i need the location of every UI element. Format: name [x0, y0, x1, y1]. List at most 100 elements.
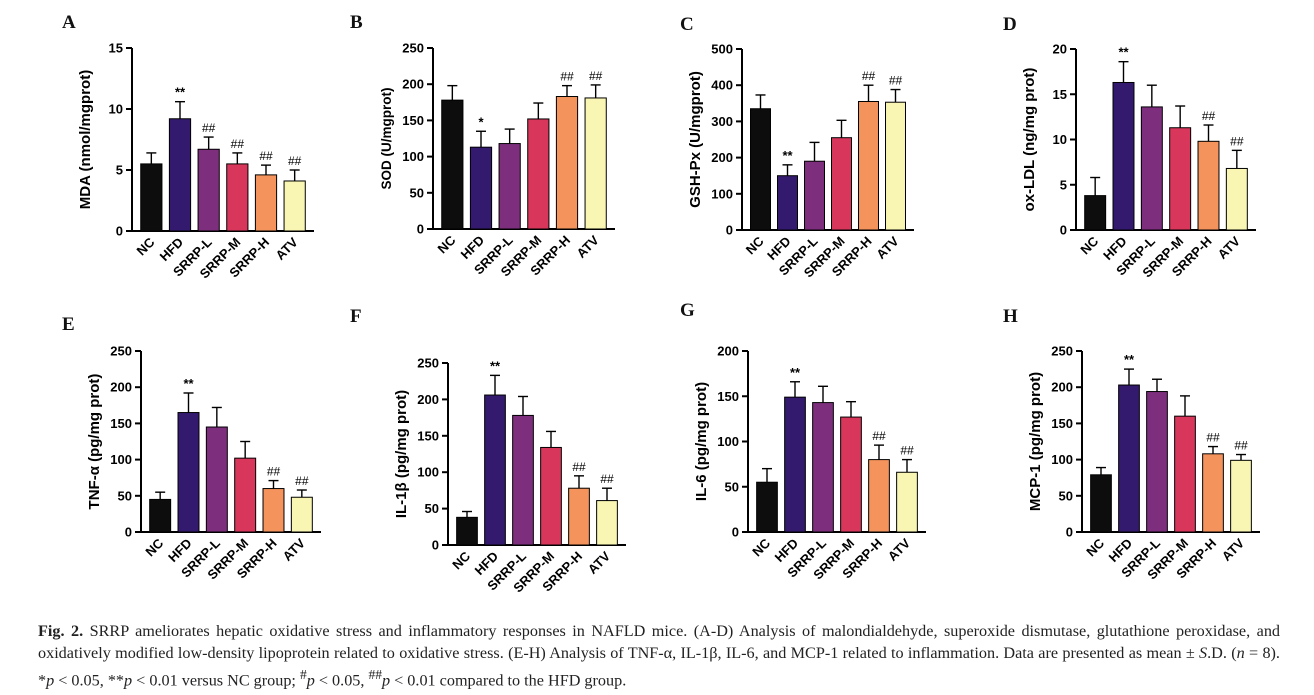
- y-axis-label: IL-1β (pg/mg prot): [393, 390, 410, 518]
- y-tick-label: 100: [110, 452, 132, 467]
- panel-label: F: [350, 306, 362, 327]
- panel-label: C: [680, 14, 694, 35]
- significance-marker: ##: [572, 460, 586, 474]
- significance-marker: ##: [267, 465, 281, 479]
- y-tick-label: 0: [125, 525, 132, 540]
- panel-label: H: [1003, 306, 1018, 327]
- significance-marker: ##: [862, 69, 876, 83]
- caption-label: Fig. 2.: [38, 622, 84, 640]
- x-tick-label: NC: [1083, 535, 1107, 559]
- bar-atv: [283, 180, 306, 232]
- bar-atv: [290, 496, 313, 533]
- bar-nc: [140, 163, 163, 232]
- bar-srrp-l: [512, 414, 534, 546]
- y-tick-label: 0: [732, 525, 739, 540]
- y-axis-label: GSH-Px (U/mgprot): [687, 71, 704, 208]
- significance-marker: ##: [1206, 431, 1220, 445]
- bar-atv: [584, 97, 607, 230]
- bar-hfd: [784, 396, 806, 533]
- x-tick-label: NC: [142, 535, 166, 559]
- bar-srrp-h: [254, 174, 278, 232]
- x-tick-label: ATV: [585, 548, 614, 577]
- bar-hfd: [484, 394, 506, 546]
- y-tick-label: 200: [402, 77, 424, 92]
- y-tick-label: 200: [717, 344, 739, 359]
- bar-atv: [1230, 459, 1252, 533]
- y-tick-label: 150: [110, 416, 132, 431]
- y-tick-label: 10: [1053, 132, 1067, 147]
- y-axis-label: TNF-α (pg/mg prot): [86, 374, 103, 510]
- y-tick-label: 300: [711, 114, 733, 129]
- bar-srrp-h: [262, 488, 285, 533]
- significance-marker: **: [790, 365, 801, 380]
- y-tick-label: 50: [410, 185, 424, 200]
- y-tick-label: 50: [1059, 488, 1073, 503]
- bar-nc: [441, 99, 464, 230]
- y-tick-label: 50: [725, 479, 739, 494]
- bar-srrp-l: [498, 143, 521, 230]
- bar-srrp-l: [1140, 106, 1163, 231]
- x-tick-label: ATV: [272, 234, 301, 263]
- bar-nc: [1090, 474, 1112, 533]
- y-axis-label: MDA (nmol/mgprot): [77, 70, 94, 209]
- x-tick-label: ATV: [1219, 535, 1248, 564]
- bar-srrp-l: [804, 160, 825, 231]
- bar-srrp-m: [226, 163, 249, 232]
- y-tick-label: 20: [1053, 42, 1067, 57]
- significance-marker: **: [1124, 352, 1135, 367]
- x-tick-label: ATV: [280, 535, 309, 564]
- bar-srrp-h: [555, 96, 579, 230]
- bar-srrp-m: [540, 446, 562, 546]
- bar-hfd: [469, 146, 493, 230]
- y-tick-label: 100: [717, 434, 739, 449]
- significance-marker: **: [1118, 45, 1129, 60]
- bar-atv: [596, 500, 618, 546]
- bar-srrp-l: [812, 402, 834, 533]
- y-tick-label: 15: [109, 41, 123, 56]
- significance-marker: ##: [288, 154, 302, 168]
- y-tick-label: 150: [402, 113, 424, 128]
- x-tick-label: ATV: [573, 232, 602, 261]
- bar-nc: [456, 516, 478, 546]
- y-tick-label: 5: [1060, 177, 1067, 192]
- bar-srrp-h: [568, 487, 590, 546]
- y-tick-label: 100: [711, 186, 733, 201]
- y-axis-label: IL-6 (pg/mg prot): [693, 382, 710, 501]
- significance-marker: ##: [1202, 109, 1216, 123]
- bar-hfd: [1112, 81, 1135, 231]
- y-tick-label: 50: [118, 488, 132, 503]
- significance-marker: **: [183, 376, 194, 391]
- x-tick-label: NC: [134, 234, 158, 258]
- significance-marker: ##: [889, 74, 903, 88]
- y-tick-label: 200: [1051, 380, 1073, 395]
- panel-label: B: [350, 12, 363, 33]
- bar-hfd: [177, 412, 200, 533]
- bar-hfd: [777, 175, 798, 231]
- significance-marker: ##: [202, 121, 216, 135]
- y-tick-label: 0: [432, 538, 439, 553]
- y-tick-label: 0: [116, 224, 123, 239]
- bar-hfd: [1118, 384, 1140, 533]
- y-tick-label: 200: [711, 150, 733, 165]
- x-tick-label: ATV: [1215, 233, 1244, 262]
- bar-srrp-m: [1174, 415, 1196, 533]
- significance-marker: ##: [1230, 134, 1244, 148]
- y-tick-label: 0: [1066, 525, 1073, 540]
- y-tick-label: 150: [717, 389, 739, 404]
- x-tick-label: NC: [449, 548, 473, 572]
- bar-srrp-l: [205, 426, 228, 533]
- x-tick-label: NC: [743, 233, 767, 257]
- y-tick-label: 5: [116, 163, 123, 178]
- x-tick-label: NC: [435, 232, 459, 256]
- bar-atv: [896, 471, 918, 533]
- y-axis-label: ox-LDL (ng/mg prot): [1021, 68, 1038, 212]
- y-tick-label: 500: [711, 42, 733, 57]
- x-tick-label: ATV: [885, 535, 914, 564]
